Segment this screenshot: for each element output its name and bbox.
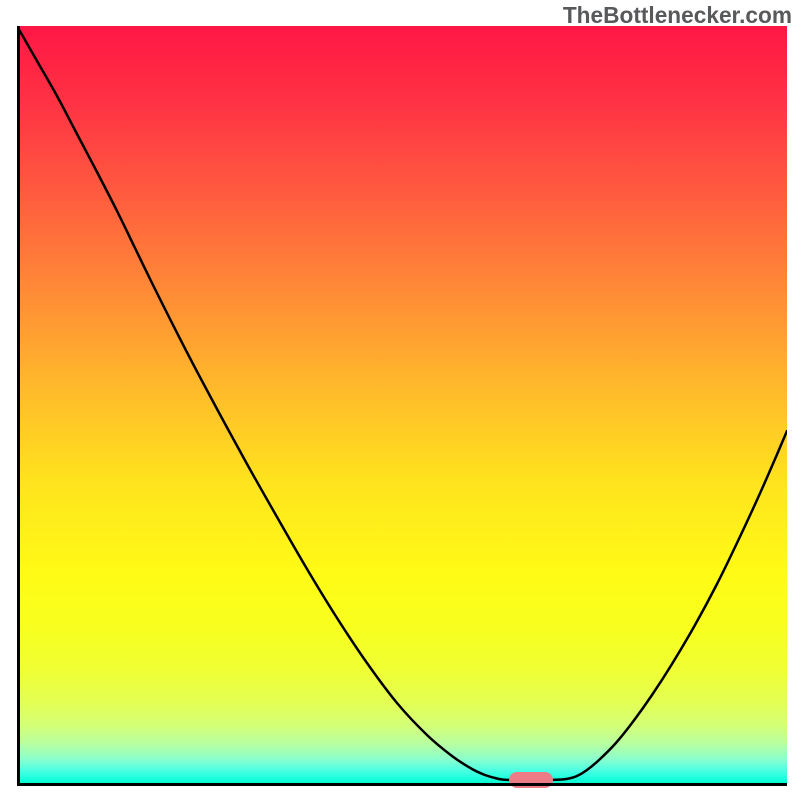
curve-layer xyxy=(17,26,787,786)
chart-container: TheBottlenecker.com xyxy=(0,0,800,800)
plot-area xyxy=(17,26,787,786)
watermark-text: TheBottlenecker.com xyxy=(563,2,792,29)
y-axis xyxy=(17,26,20,786)
bottleneck-curve xyxy=(17,26,787,780)
x-axis xyxy=(17,783,787,786)
